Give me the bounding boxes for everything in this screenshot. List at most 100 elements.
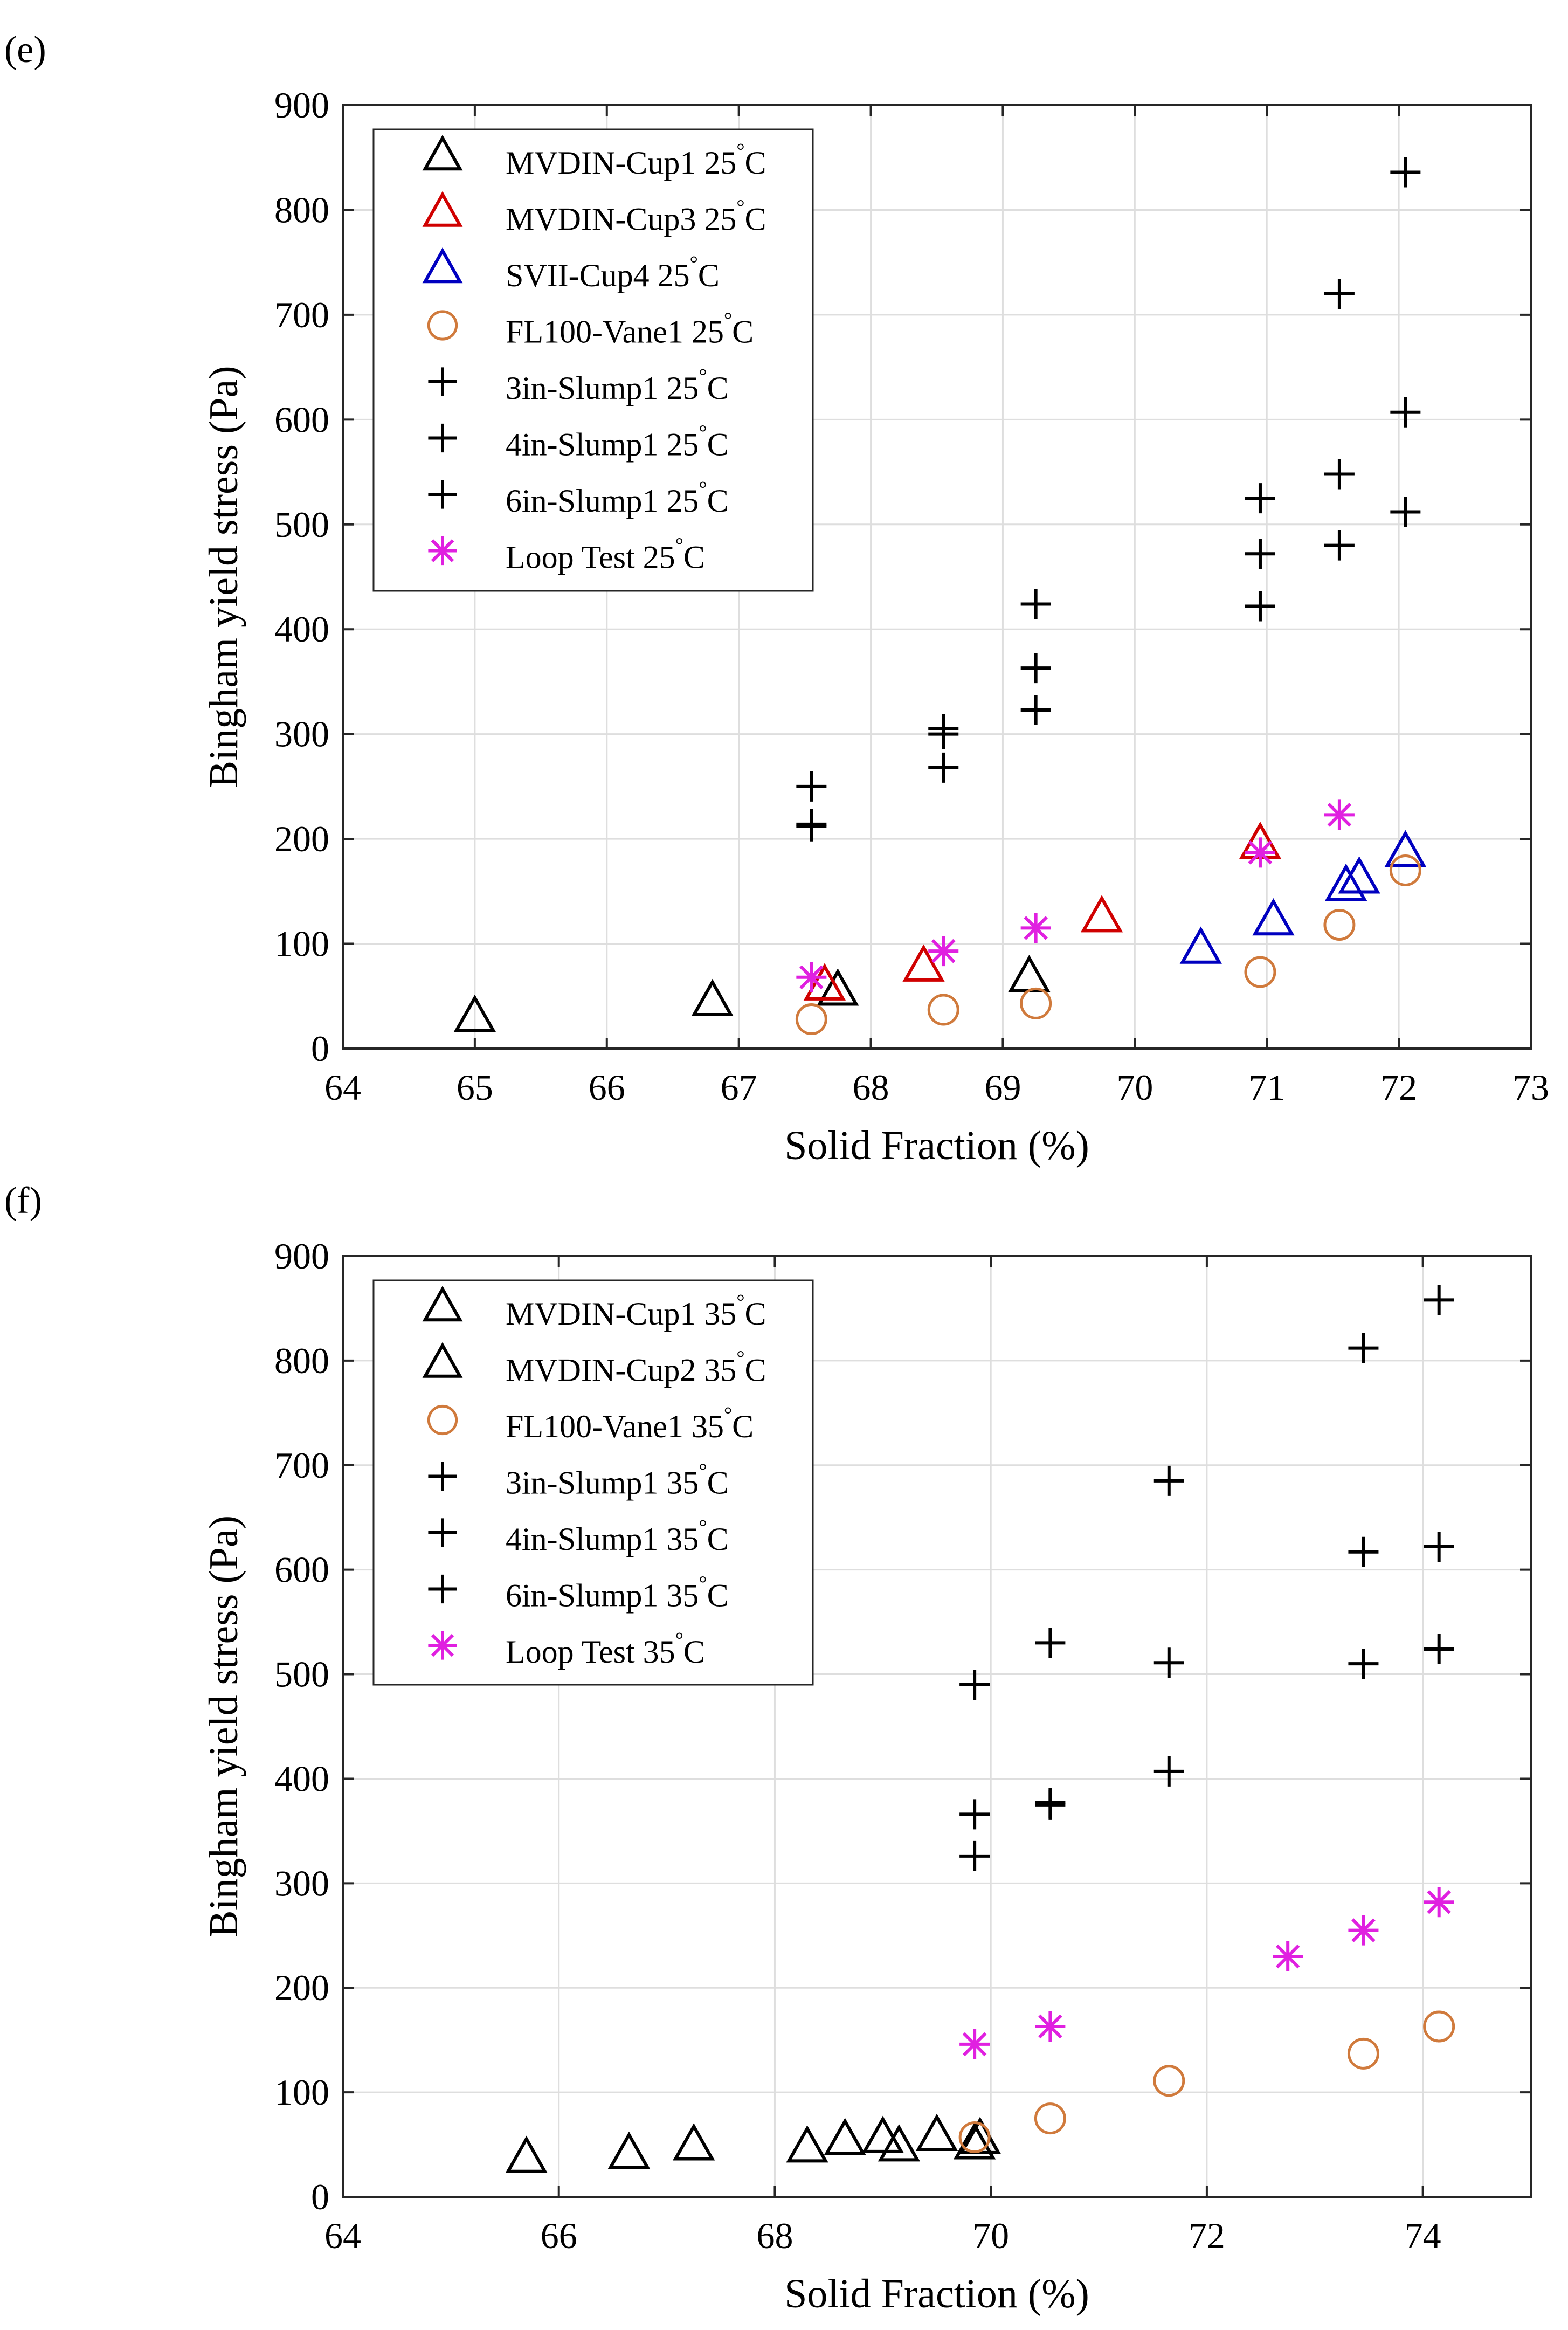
legend-marker xyxy=(422,191,463,227)
legend-entry: SVII-Cup4 25°C xyxy=(422,247,720,293)
legend-entry: 6in-Slump1 25°C xyxy=(428,478,729,519)
x-tick-label: 70 xyxy=(972,2215,1009,2256)
legend-entry: 6in-Slump1 35°C xyxy=(428,1573,729,1614)
panel-label: (e) xyxy=(4,29,46,71)
legend: MVDIN-Cup1 35°C MVDIN-Cup2 35°C FL100-Vane… xyxy=(372,1279,814,1686)
x-tick-label: 70 xyxy=(1116,1067,1153,1108)
y-tick-label: 200 xyxy=(274,818,329,859)
legend-marker xyxy=(427,310,458,341)
legend-marker xyxy=(428,1518,457,1547)
data-point xyxy=(1324,530,1355,561)
data-point xyxy=(1153,1465,1184,1496)
x-tick-label: 66 xyxy=(589,1067,625,1108)
data-point xyxy=(927,994,959,1026)
data-point xyxy=(1245,539,1275,569)
legend-box xyxy=(372,1279,814,1686)
series-4 xyxy=(959,1634,1454,1871)
data-point xyxy=(1179,926,1222,964)
data-point xyxy=(795,1003,827,1036)
x-tick-label: 74 xyxy=(1405,2215,1441,2256)
series-5 xyxy=(959,1532,1454,1830)
data-point xyxy=(1020,913,1051,943)
legend-label: 4in-Slump1 25°C xyxy=(506,422,729,463)
y-tick-label: 500 xyxy=(274,504,329,545)
x-tick-label: 71 xyxy=(1248,1067,1285,1108)
data-point xyxy=(673,2123,715,2161)
legend: MVDIN-Cup1 25°C MVDIN-Cup3 25°C SVII-Cup4 … xyxy=(372,128,814,592)
data-point xyxy=(796,771,827,802)
data-point xyxy=(1153,2065,1185,2097)
series-3 xyxy=(958,2010,1455,2153)
y-tick-label: 300 xyxy=(274,714,329,755)
data-point xyxy=(1008,954,1051,992)
data-point xyxy=(1035,1628,1066,1658)
legend-marker xyxy=(428,423,457,453)
legend-marker xyxy=(422,1285,463,1322)
data-point xyxy=(915,2113,958,2152)
legend-entry: FL100-Vane1 25°C xyxy=(427,309,754,350)
data-point xyxy=(1424,1634,1454,1665)
data-point xyxy=(928,752,959,783)
data-point xyxy=(1034,2102,1066,2135)
legend-box xyxy=(372,128,814,592)
y-tick-label: 100 xyxy=(274,2072,329,2113)
data-point xyxy=(1153,1756,1184,1787)
legend-marker xyxy=(428,1462,457,1491)
data-point xyxy=(1020,589,1051,619)
data-point xyxy=(1323,909,1356,941)
legend-label: Loop Test 25°C xyxy=(506,534,705,575)
data-point xyxy=(1244,956,1276,988)
data-point xyxy=(1390,157,1421,188)
data-point xyxy=(1347,2037,1379,2070)
data-point xyxy=(1424,1887,1454,1918)
series-2 xyxy=(803,822,1282,1001)
data-point xyxy=(958,2121,991,2153)
y-tick-label: 400 xyxy=(274,609,329,650)
legend-marker xyxy=(422,247,463,284)
legend-entry: 4in-Slump1 35°C xyxy=(428,1516,729,1557)
y-tick-label: 900 xyxy=(274,1236,329,1277)
series-1 xyxy=(505,2118,996,2173)
data-point xyxy=(1245,483,1275,514)
series-5 xyxy=(796,497,1421,842)
data-point xyxy=(1424,1285,1454,1315)
y-tick-label: 0 xyxy=(311,1028,329,1069)
series-7 xyxy=(796,157,1421,802)
data-point xyxy=(1348,1649,1379,1679)
legend-label: MVDIN-Cup1 25°C xyxy=(506,140,766,181)
data-point xyxy=(1338,856,1380,894)
legend-label: 3in-Slump1 35°C xyxy=(506,1460,729,1501)
data-point xyxy=(817,968,859,1006)
y-tick-label: 200 xyxy=(274,1967,329,2008)
y-tick-label: 700 xyxy=(274,294,329,335)
legend-label: MVDIN-Cup2 35°C xyxy=(506,1347,766,1388)
data-point xyxy=(1245,837,1275,868)
data-point xyxy=(796,809,827,839)
data-point xyxy=(1424,1532,1454,1562)
series-4 xyxy=(795,854,1421,1036)
data-point xyxy=(1020,987,1052,1019)
y-tick-label: 400 xyxy=(274,1758,329,1799)
x-tick-label: 64 xyxy=(324,1067,361,1108)
x-tick-label: 72 xyxy=(1189,2215,1225,2256)
data-point xyxy=(505,2135,548,2173)
series-6 xyxy=(959,1285,1454,1700)
legend-label: SVII-Cup4 25°C xyxy=(506,252,720,293)
plot-area-frame xyxy=(342,104,1532,1050)
x-tick-label: 66 xyxy=(541,2215,577,2256)
data-point xyxy=(878,2124,921,2162)
data-point xyxy=(959,1669,990,1700)
legend-label: 4in-Slump1 35°C xyxy=(506,1516,729,1557)
legend-marker xyxy=(428,536,457,566)
data-point xyxy=(959,2029,990,2059)
data-point xyxy=(1252,898,1295,936)
y-tick-label: 900 xyxy=(274,85,329,126)
data-point xyxy=(1324,799,1355,830)
y-tick-label: 100 xyxy=(274,923,329,964)
legend-entry: FL100-Vane1 35°C xyxy=(427,1403,754,1444)
x-tick-label: 72 xyxy=(1380,1067,1417,1108)
data-point xyxy=(959,1799,990,1830)
data-point xyxy=(1348,1915,1379,1946)
data-point xyxy=(1423,2010,1455,2043)
